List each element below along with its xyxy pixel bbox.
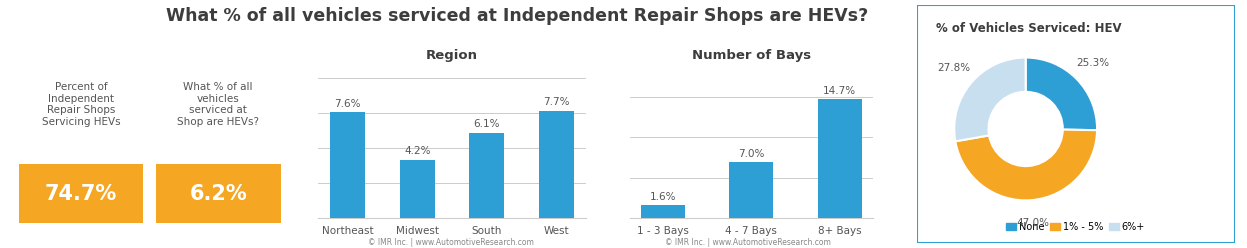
Text: 7.6%: 7.6% bbox=[334, 98, 360, 109]
Bar bbox=[729, 162, 773, 218]
Text: 6.1%: 6.1% bbox=[474, 120, 500, 129]
Text: What % of all
vehicles
serviced at
Shop are HEVs?: What % of all vehicles serviced at Shop … bbox=[177, 82, 259, 127]
Bar bbox=[818, 99, 862, 218]
Text: 1.6%: 1.6% bbox=[650, 192, 676, 202]
Text: Percent of
Independent
Repair Shops
Servicing HEVs: Percent of Independent Repair Shops Serv… bbox=[41, 82, 121, 127]
Wedge shape bbox=[1025, 58, 1097, 130]
Text: 74.7%: 74.7% bbox=[45, 184, 117, 204]
Text: 14.7%: 14.7% bbox=[823, 87, 857, 96]
Text: 27.8%: 27.8% bbox=[938, 63, 970, 73]
Bar bbox=[400, 159, 435, 218]
Text: What % of all vehicles serviced at Independent Repair Shops are HEVs?: What % of all vehicles serviced at Indep… bbox=[166, 7, 869, 26]
Bar bbox=[641, 205, 685, 218]
Text: 4.2%: 4.2% bbox=[404, 146, 430, 156]
Bar bbox=[19, 45, 143, 164]
Text: © IMR Inc. | www.AutomotiveResearch.com: © IMR Inc. | www.AutomotiveResearch.com bbox=[368, 238, 535, 247]
Bar bbox=[156, 45, 281, 164]
Bar bbox=[330, 112, 365, 218]
Text: 7.0%: 7.0% bbox=[738, 149, 764, 159]
Legend: None, 1% - 5%, 6%+: None, 1% - 5%, 6%+ bbox=[1003, 218, 1148, 236]
Title: Number of Bays: Number of Bays bbox=[692, 49, 811, 62]
Text: 47.0%: 47.0% bbox=[1016, 218, 1049, 228]
Text: 25.3%: 25.3% bbox=[1076, 58, 1110, 68]
Text: © IMR Inc. | www.AutomotiveResearch.com: © IMR Inc. | www.AutomotiveResearch.com bbox=[665, 238, 832, 247]
Bar bbox=[539, 111, 574, 218]
Wedge shape bbox=[954, 58, 1025, 141]
Title: Region: Region bbox=[426, 49, 478, 62]
Bar bbox=[469, 133, 504, 218]
Wedge shape bbox=[955, 130, 1097, 200]
Text: % of Vehicles Serviced: HEV: % of Vehicles Serviced: HEV bbox=[935, 22, 1121, 35]
Text: 7.7%: 7.7% bbox=[544, 97, 570, 107]
Text: 6.2%: 6.2% bbox=[190, 184, 247, 204]
